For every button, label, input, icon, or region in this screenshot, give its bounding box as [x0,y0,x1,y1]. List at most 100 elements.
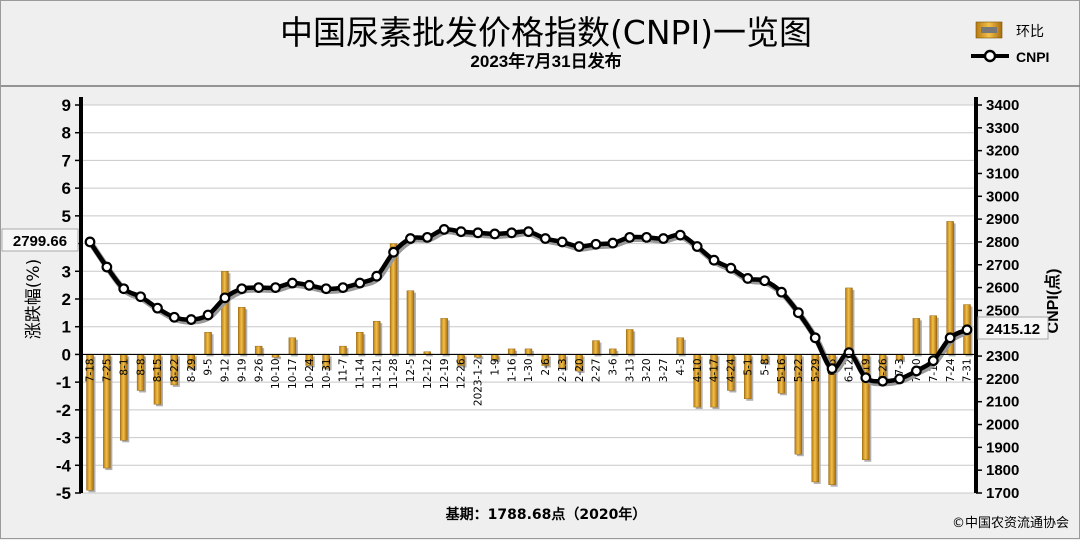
cnpi-point [489,228,501,240]
bar [373,320,381,355]
cnpi-point [472,227,484,239]
y-right-tick-label: 2800 [986,234,1019,251]
cnpi-point [421,231,433,243]
x-tick-label: 8-22 [169,358,181,382]
y-left-tick-label: 8 [62,124,71,143]
bar [524,348,533,355]
cnpi-point [253,282,265,293]
x-tick-label: 6-12 [844,358,856,382]
bar [609,348,617,355]
y-right-tick-label: 1900 [986,439,1019,456]
x-tick-label: 10-24 [304,358,316,389]
cnpi-point [101,261,113,273]
cnpi-point [776,286,787,298]
y-right-tick-label: 2900 [986,211,1019,228]
y-right-tick-label: 2500 [986,302,1019,319]
x-tick-label: 8-8 [135,358,147,375]
x-tick-label: 7-31 [962,358,974,382]
x-tick-label: 3-27 [658,358,670,382]
legend-label-line: CNPI [1016,49,1049,65]
bar [676,337,684,355]
x-tick-label: 9-5 [203,358,215,375]
y-right-tick-label: 1700 [986,485,1019,502]
y-left-tick-label: 7 [62,151,71,170]
x-tick-label: 2-6 [540,358,552,375]
x-tick-label: 3-20 [641,358,653,382]
legend: 环比 CNPI [971,21,1049,65]
bar [339,345,347,355]
bar [592,340,600,355]
cnpi-point [168,311,180,323]
x-tick-label: 7-24 [945,358,957,382]
legend-label-bar: 环比 [1016,24,1044,40]
cnpi-point [792,307,804,319]
x-tick-label: 7-18 [85,358,97,382]
y-left-tick-label: 6 [62,179,71,198]
cnpi-point [708,254,720,266]
bar [204,332,212,355]
x-tick-label: 5-16 [776,358,788,382]
cnpi-point [337,282,349,293]
x-tick-label: 11-7 [338,358,350,382]
cnpi-point [286,277,298,289]
cnpi-point [236,283,248,295]
x-tick-label: 5-22 [793,358,805,382]
y-right-tick-label: 2700 [986,257,1019,274]
y-right-tick-label: 3100 [986,165,1019,182]
x-tick-label: 3-6 [608,358,620,375]
line-series [84,223,973,387]
x-tick-label: 10-10 [270,358,282,389]
bar [507,348,516,355]
x-tick-label: 8-15 [152,358,164,382]
cnpi-point [809,332,821,344]
bar [845,287,853,355]
cnpi-point [185,314,197,325]
cnpi-point [270,282,281,293]
cnpi-point [320,283,332,295]
cnpi-point [135,291,146,303]
bar-shadow [476,356,484,360]
x-tick-label: 12-12 [422,358,434,389]
cnpi-point [725,262,737,274]
cnpi-point [674,229,686,241]
first-value-callout: 2799.66 [1,228,79,252]
cnpi-point [641,231,652,243]
cnpi-point [894,373,905,385]
x-tick-label: 10-17 [287,358,299,389]
x-tick-label: 6-26 [877,358,889,382]
y-right-tick-label: 1800 [986,462,1019,479]
cnpi-point [860,372,872,384]
x-tick-label: 12-5 [405,358,417,382]
y-right-tick-label: 3000 [986,188,1019,205]
bar [912,318,921,355]
cnpi-point [742,273,754,284]
y-axis-left-label: 涨跌幅(%) [24,259,44,339]
x-tick-label: 7-25 [102,358,114,382]
bar [440,318,448,355]
source-credit: ©中国农资流通协会 [952,516,1069,531]
bar [254,345,263,355]
x-tick-label: 12-26 [456,358,468,389]
cnpi-point [354,277,366,289]
x-tick-label: 8-29 [186,358,198,382]
cnpi-point [944,332,956,344]
cnpi-point [607,237,619,249]
y-left-tick-label: -3 [56,429,71,448]
x-tick-label: 4-17 [709,358,721,382]
cnpi-point [826,363,838,375]
y-right-tick-label: 3200 [986,143,1019,160]
x-tick-label: 1-9 [489,358,501,375]
cnpi-point [84,236,96,248]
x-tick-label: 9-19 [236,358,248,382]
cnpi-point [573,241,585,252]
y-right-tick-label: 2300 [986,348,1019,365]
cnpi-point [539,233,551,244]
y-left-tick-label: -2 [56,401,71,420]
x-tick-label: 5-8 [759,358,771,375]
cnpi-point [927,355,939,367]
cnpi-point [961,324,973,336]
x-tick-label: 4-24 [726,358,738,382]
x-tick-label: 1-16 [506,358,518,382]
x-tick-label: 2-13 [557,358,569,382]
